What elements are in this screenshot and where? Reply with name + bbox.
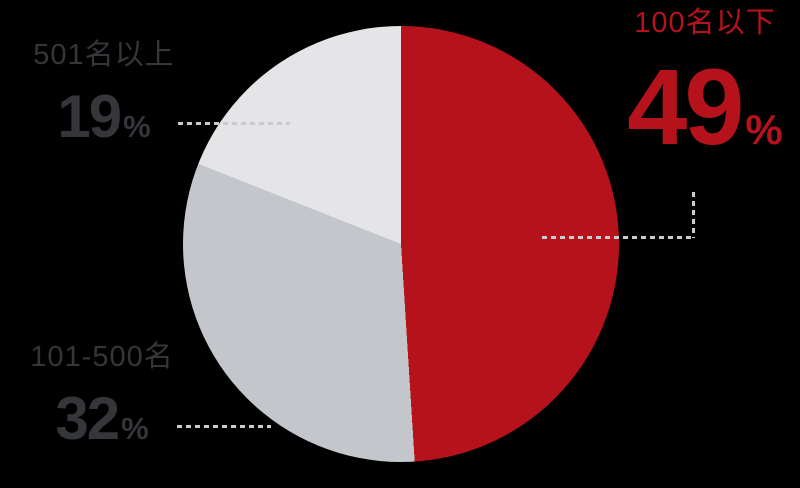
leader-line-100-or-less-horizontal — [542, 236, 695, 239]
percent-sign: % — [745, 106, 783, 153]
slice-value-100-or-less: 49 — [627, 46, 744, 167]
pie-chart — [183, 26, 619, 462]
slice-value-line: 49% — [602, 53, 800, 161]
leader-line-100-or-less-vertical — [692, 192, 695, 238]
leader-line-501-or-more — [178, 122, 290, 125]
percent-sign: % — [121, 411, 149, 446]
slice-value-line: 32% — [12, 389, 192, 449]
slice-label-101-500: 101-500名 — [30, 341, 174, 373]
slice-label-501-or-more: 501名以上 — [33, 39, 175, 71]
callout-501-or-more: 501名以上 19% — [14, 37, 194, 147]
callout-101-500: 101-500名 32% — [12, 339, 192, 449]
slice-value-501-or-more: 19 — [57, 83, 122, 150]
slice-value-line: 19% — [14, 87, 194, 147]
percent-sign: % — [123, 109, 151, 144]
slice-value-101-500: 32 — [55, 385, 120, 452]
leader-line-101-500 — [177, 425, 271, 428]
slice-label-100-or-less: 100名以下 — [634, 7, 776, 39]
callout-100-or-less: 100名以下 49% — [602, 5, 800, 161]
